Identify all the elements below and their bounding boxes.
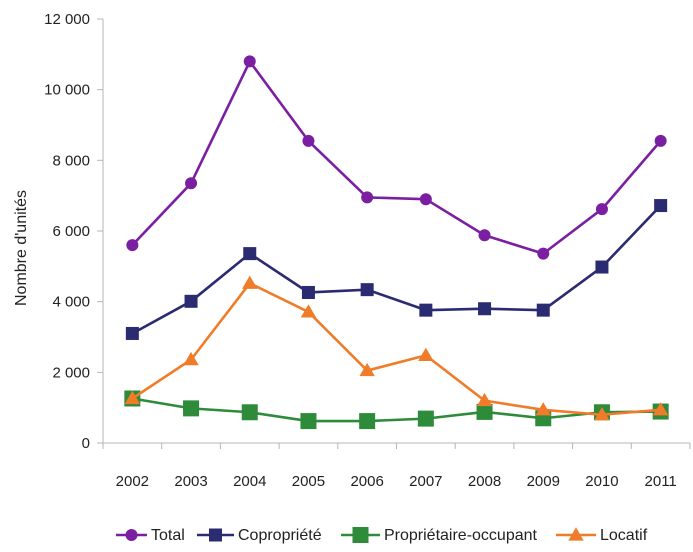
data-point-proprietaire-occupant bbox=[359, 413, 376, 430]
x-tick-label: 2010 bbox=[585, 473, 618, 490]
x-tick-label: 2003 bbox=[174, 473, 207, 490]
series-line-locatif bbox=[131, 281, 661, 417]
x-tick-label: 2009 bbox=[527, 473, 560, 490]
data-point-proprietaire-occupant bbox=[476, 403, 493, 420]
legend-label-copropriete: Copropriété bbox=[238, 527, 322, 544]
data-point-locatif bbox=[242, 275, 258, 289]
legend-marker-proprietaire-occupant bbox=[352, 527, 369, 543]
data-point-locatif bbox=[594, 407, 610, 421]
data-point-locatif bbox=[535, 402, 551, 416]
y-tick-label: 10 000 bbox=[44, 82, 90, 99]
data-point-proprietaire-occupant bbox=[417, 410, 434, 427]
data-point-locatif bbox=[359, 362, 375, 377]
x-tick-label: 2004 bbox=[233, 473, 266, 490]
data-point-copropriete bbox=[478, 302, 492, 316]
data-point-copropriete bbox=[360, 283, 374, 297]
data-point-locatif bbox=[183, 351, 199, 366]
y-tick-label: 4 000 bbox=[52, 294, 90, 311]
y-tick-label: 8 000 bbox=[52, 152, 90, 169]
data-point-proprietaire-occupant bbox=[241, 404, 258, 421]
series-line-copropriete bbox=[131, 204, 662, 335]
data-point-total bbox=[595, 203, 608, 216]
data-point-locatif bbox=[476, 392, 493, 407]
x-tick-label: 2011 bbox=[645, 473, 677, 490]
data-point-copropriete bbox=[243, 247, 257, 261]
series-line-proprietaire-occupant bbox=[132, 397, 661, 423]
x-tick-label: 2005 bbox=[292, 473, 325, 490]
data-point-copropriete bbox=[419, 303, 433, 317]
data-point-total bbox=[126, 239, 139, 252]
y-tick-label: 2 000 bbox=[52, 364, 90, 381]
data-point-total bbox=[419, 193, 432, 206]
legend-label-total: Total bbox=[151, 527, 185, 544]
legend-marker-locatif bbox=[568, 527, 584, 541]
data-point-copropriete bbox=[654, 199, 668, 213]
x-tick-label: 2008 bbox=[468, 473, 501, 490]
y-tick-label: 0 bbox=[82, 435, 90, 452]
data-point-copropriete bbox=[595, 260, 609, 274]
x-tick-label: 2002 bbox=[116, 473, 149, 490]
data-point-copropriete bbox=[125, 326, 139, 340]
y-tick-label: 12 000 bbox=[44, 11, 90, 28]
data-point-locatif bbox=[300, 304, 317, 318]
data-point-total bbox=[361, 191, 374, 204]
y-tick-label: 6 000 bbox=[52, 223, 90, 240]
data-point-copropriete bbox=[536, 303, 550, 317]
data-point-total bbox=[478, 229, 491, 242]
data-point-locatif bbox=[652, 402, 669, 416]
data-point-copropriete bbox=[184, 294, 198, 308]
series-line-total bbox=[131, 60, 662, 255]
legend-label-locatif: Locatif bbox=[600, 527, 648, 544]
x-tick-label: 2006 bbox=[350, 473, 383, 490]
data-point-total bbox=[243, 55, 256, 68]
legend-marker-copropriete bbox=[209, 528, 222, 542]
data-point-total bbox=[302, 134, 315, 147]
data-point-locatif bbox=[418, 347, 434, 361]
data-point-locatif bbox=[124, 390, 141, 405]
legend-label-proprietaire-occupant: Propriétaire-occupant bbox=[384, 527, 538, 544]
legend-marker-total bbox=[125, 529, 138, 541]
data-point-total bbox=[654, 134, 667, 147]
x-tick-label: 2007 bbox=[409, 473, 442, 490]
data-point-total bbox=[185, 177, 198, 190]
data-point-proprietaire-occupant bbox=[183, 400, 200, 417]
y-axis-title: Nombre d'unités bbox=[13, 190, 30, 306]
data-point-total bbox=[537, 247, 550, 260]
data-point-proprietaire-occupant bbox=[300, 413, 317, 430]
data-point-copropriete bbox=[301, 285, 315, 299]
